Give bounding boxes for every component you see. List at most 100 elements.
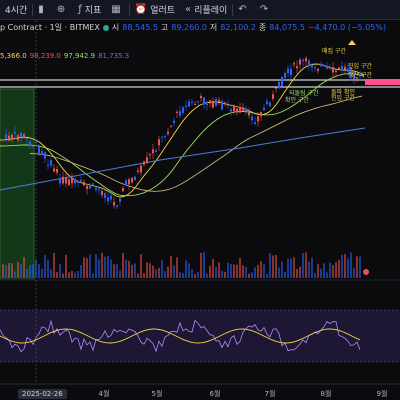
- volume-bar: [26, 268, 28, 278]
- time-axis[interactable]: 4월 5월 6월 7월 8월 9월: [99, 389, 388, 398]
- volume-bar: [263, 264, 265, 278]
- candle-body: [77, 181, 79, 183]
- volume-bar: [236, 264, 238, 278]
- undo-button[interactable]: ↶: [233, 0, 254, 19]
- layout-button[interactable]: ▦: [106, 0, 128, 19]
- candle-body: [266, 101, 268, 105]
- low-value: 82,100.2: [220, 23, 256, 32]
- close-label: 종: [258, 23, 267, 32]
- layout-icon: ▦: [111, 4, 121, 15]
- volume-bar: [320, 268, 322, 278]
- indicators-button[interactable]: ƒ 지표: [73, 0, 106, 19]
- volume-bar: [269, 253, 271, 278]
- volume-bar: [122, 252, 124, 278]
- candle-body: [188, 101, 190, 107]
- candle-body: [221, 101, 223, 110]
- candle-body: [242, 107, 244, 111]
- rsi-indicator: [0, 319, 361, 353]
- ma-fast-line: [0, 63, 365, 198]
- volume-bar: [47, 259, 49, 278]
- volume-bar: [182, 272, 184, 278]
- candle-body: [83, 181, 85, 186]
- candle-body: [323, 65, 325, 67]
- crosshair-date-label: 2025-02-26: [18, 389, 67, 399]
- volume-bar: [14, 271, 16, 278]
- candles-icon: ▮: [38, 4, 44, 15]
- volume-bar: [53, 252, 55, 278]
- redo-button[interactable]: ↷: [255, 0, 276, 19]
- candle-body: [347, 68, 349, 72]
- candle-body: [62, 176, 64, 184]
- candle-body: [176, 111, 178, 113]
- high-label: 고: [160, 23, 169, 32]
- volume-bar: [71, 270, 73, 278]
- candle-body: [281, 76, 283, 87]
- candle-body: [191, 101, 193, 103]
- volume-bar: [128, 260, 130, 278]
- candle-body: [128, 179, 130, 185]
- annotation-label: 매집 구간: [322, 47, 346, 55]
- interval-label: 4시간: [5, 6, 28, 16]
- volume-bar: [125, 259, 127, 278]
- candle-body: [296, 66, 298, 69]
- time-axis-tick: 8월: [321, 389, 332, 398]
- volume-bar: [266, 273, 268, 278]
- candle-body: [197, 101, 199, 103]
- candle-body: [320, 63, 322, 67]
- candle-body: [278, 81, 280, 89]
- interval-button[interactable]: 4시간: [0, 0, 32, 19]
- candle-body: [68, 179, 70, 186]
- ma-long-line: [29, 95, 363, 192]
- candle-body: [206, 104, 208, 106]
- volume-bar: [278, 267, 280, 278]
- candle-body: [209, 100, 211, 104]
- time-axis-tick: 6월: [210, 389, 221, 398]
- candle-body: [233, 105, 235, 112]
- volume-bar: [65, 254, 67, 278]
- volume-bar: [335, 262, 337, 278]
- open-label: 시: [111, 23, 120, 32]
- volume-bar: [341, 254, 343, 278]
- volume-bar: [158, 267, 160, 278]
- volume-bar: [149, 263, 151, 278]
- volume-bar: [317, 264, 319, 278]
- candle-body: [98, 188, 100, 190]
- volume-bar: [80, 265, 82, 278]
- volume-bar: [179, 272, 181, 278]
- volume-bar: [86, 258, 88, 278]
- volume-bar: [95, 254, 97, 278]
- candle-body: [227, 104, 229, 106]
- alert-button[interactable]: ⏰ 얼러트: [130, 0, 180, 19]
- candle-body: [89, 184, 91, 189]
- candle-body: [224, 102, 226, 105]
- candle-body: [35, 141, 37, 143]
- volume-bar: [224, 271, 226, 278]
- volume-bar: [287, 258, 289, 278]
- volume-bar: [230, 263, 232, 278]
- candle-body: [143, 161, 145, 165]
- symbol-title[interactable]: p Contract · 1일 · BITMEX: [0, 23, 100, 32]
- volume-bar: [323, 263, 325, 278]
- volume-bar: [329, 262, 331, 278]
- candle-body: [122, 188, 124, 192]
- annotation-label: 진입 구간: [348, 62, 372, 70]
- replay-button[interactable]: « 리플레이: [180, 0, 232, 19]
- volume-bar: [359, 256, 361, 278]
- volume-bar: [77, 270, 79, 278]
- candle-body: [311, 64, 313, 68]
- candle-body: [275, 87, 277, 89]
- compare-button[interactable]: ⊕: [52, 0, 73, 19]
- volume-bar: [302, 253, 304, 278]
- volume-bar: [2, 264, 4, 278]
- candle-body: [269, 102, 271, 107]
- candle-body: [212, 100, 214, 108]
- volume-bar: [197, 271, 199, 278]
- volume-bar: [245, 266, 247, 278]
- volume-bar: [101, 252, 103, 278]
- candle-body: [107, 197, 109, 202]
- candle-body: [326, 66, 328, 69]
- chart-type-button[interactable]: ▮: [33, 0, 52, 19]
- volume-bar: [311, 257, 313, 278]
- volume-bar: [56, 272, 58, 278]
